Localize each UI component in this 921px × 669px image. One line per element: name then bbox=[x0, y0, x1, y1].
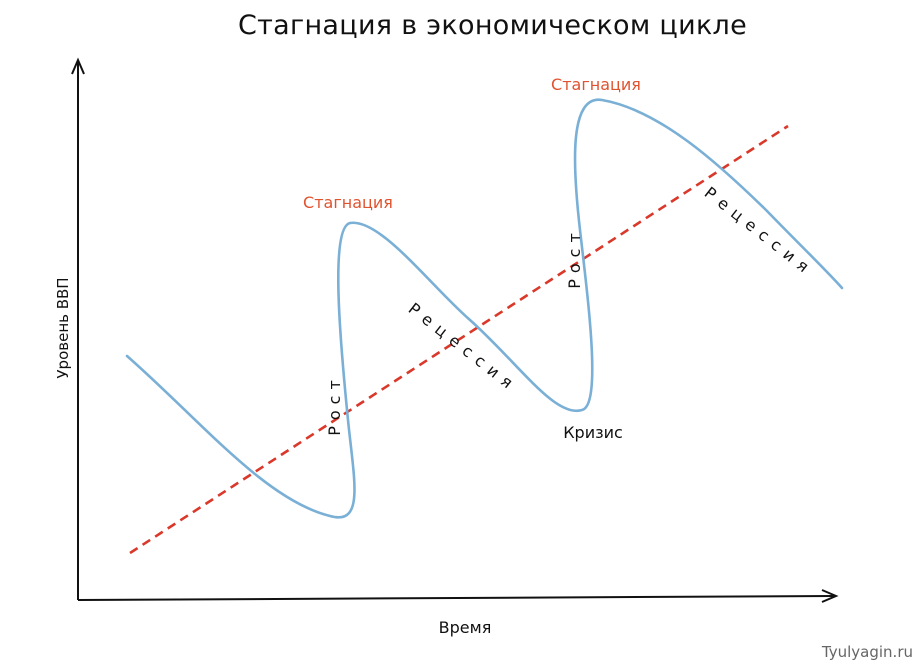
stagnation-label-2: Стагнация bbox=[551, 75, 641, 94]
x-axis-label: Время bbox=[439, 618, 492, 637]
growth-label-1: Рост bbox=[325, 374, 344, 436]
diagram-title: Стагнация в экономическом цикле bbox=[237, 10, 748, 41]
y-axis-arrow bbox=[71, 57, 85, 75]
cycle-curve bbox=[125, 98, 844, 519]
y-axis-label: Уровень ВВП bbox=[54, 277, 72, 378]
x-axis bbox=[77, 595, 835, 601]
source-credit: Tyulyagin.ru bbox=[821, 643, 913, 661]
axes bbox=[71, 57, 839, 603]
growth-label-2: Рост bbox=[565, 227, 584, 289]
recession-label-2: Рецессия bbox=[701, 183, 818, 280]
trend-line bbox=[129, 124, 789, 555]
x-axis-arrow bbox=[821, 589, 839, 603]
crisis-label: Кризис bbox=[563, 423, 623, 442]
stagnation-label-1: Стагнация bbox=[303, 193, 393, 212]
